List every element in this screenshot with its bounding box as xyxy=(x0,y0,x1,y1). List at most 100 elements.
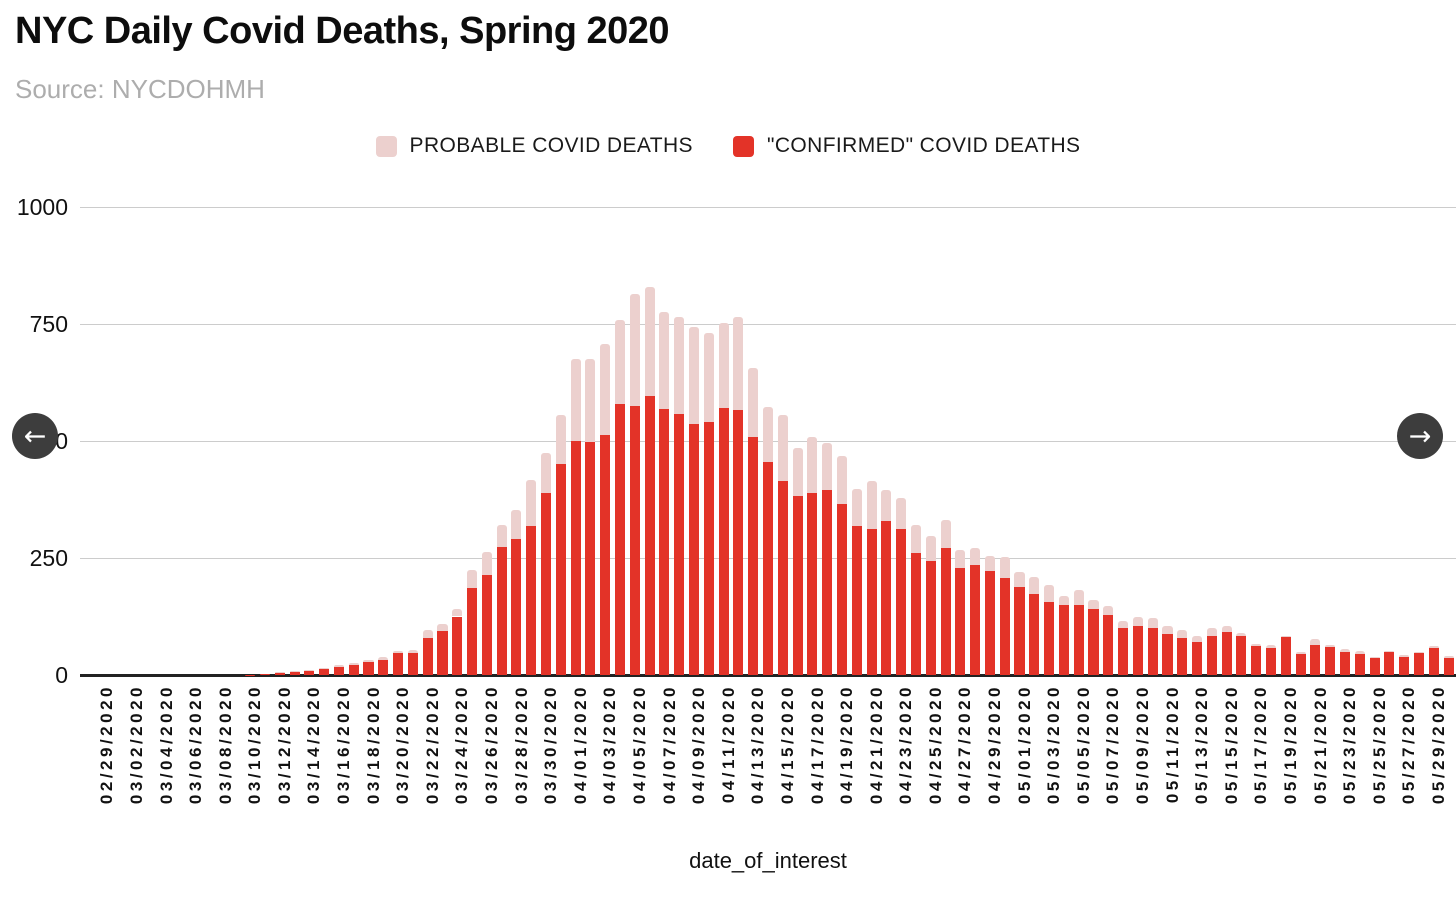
bar-confirmed-03/25/2020 xyxy=(452,616,463,675)
bar-confirmed-04/18/2020 xyxy=(807,493,818,675)
bar-confirmed-05/08/2020 xyxy=(1103,615,1114,675)
bar-probable-04/29/2020 xyxy=(970,547,981,565)
bar-confirmed-03/15/2020 xyxy=(304,670,315,675)
bar-probable-04/23/2020 xyxy=(881,490,892,521)
x-tick-label: 04/21/2020 xyxy=(866,684,886,805)
bar-probable-05/18/2020 xyxy=(1251,644,1262,646)
bar-probable-03/22/2020 xyxy=(407,650,418,654)
bar-probable-04/19/2020 xyxy=(822,443,833,491)
bar-probable-03/16/2020 xyxy=(319,667,330,669)
bar-confirmed-03/12/2020 xyxy=(259,674,270,675)
bar-confirmed-05/15/2020 xyxy=(1206,636,1217,675)
x-tick-label: 04/15/2020 xyxy=(778,684,797,805)
bar-probable-04/20/2020 xyxy=(836,456,847,505)
bar-probable-04/24/2020 xyxy=(896,497,907,530)
legend-swatch-confirmed-icon xyxy=(732,135,754,157)
bar-probable-04/10/2020 xyxy=(688,326,700,425)
page-title: NYC Daily Covid Deaths, Spring 2020 xyxy=(15,10,670,52)
x-tick-label: 03/22/2020 xyxy=(422,684,442,805)
bar-probable-04/05/2020 xyxy=(615,319,626,405)
bar-probable-04/07/2020 xyxy=(644,287,655,397)
bar-confirmed-04/16/2020 xyxy=(777,481,788,675)
bar-confirmed-05/29/2020 xyxy=(1413,653,1425,675)
bar-probable-03/20/2020 xyxy=(378,656,389,660)
bar-confirmed-05/03/2020 xyxy=(1029,593,1040,675)
bar-probable-05/07/2020 xyxy=(1088,600,1099,609)
x-tick-label: 04/09/2020 xyxy=(689,684,709,805)
bar-probable-04/09/2020 xyxy=(674,316,685,414)
bar-confirmed-05/19/2020 xyxy=(1266,647,1277,675)
bar-probable-04/06/2020 xyxy=(629,293,640,406)
x-tick-label: 03/10/2020 xyxy=(245,684,265,805)
bar-probable-05/28/2020 xyxy=(1399,654,1410,657)
bar-confirmed-05/01/2020 xyxy=(999,577,1010,675)
x-tick-label: 03/26/2020 xyxy=(482,684,502,805)
x-tick-label: 04/11/2020 xyxy=(718,684,738,804)
bar-confirmed-05/31/2020 xyxy=(1443,657,1454,675)
x-tick-label: 05/15/2020 xyxy=(1221,684,1241,805)
x-tick-label: 04/01/2020 xyxy=(570,684,590,805)
bar-probable-04/08/2020 xyxy=(659,311,670,410)
x-tick-label: 04/25/2020 xyxy=(925,684,945,805)
x-tick-label: 04/07/2020 xyxy=(659,684,679,805)
bar-confirmed-05/10/2020 xyxy=(1132,625,1143,675)
source-label: Source: NYCDOHMH xyxy=(15,74,265,104)
bar-confirmed-05/05/2020 xyxy=(1058,604,1069,675)
x-tick-label: 05/09/2020 xyxy=(1133,684,1153,805)
x-tick-label: 04/27/2020 xyxy=(955,684,975,805)
bar-confirmed-05/13/2020 xyxy=(1177,637,1188,675)
bar-confirmed-05/27/2020 xyxy=(1384,651,1395,675)
bar-confirmed-03/14/2020 xyxy=(289,672,300,675)
bar-probable-05/13/2020 xyxy=(1177,630,1188,638)
bar-confirmed-04/20/2020 xyxy=(836,504,847,675)
bar-probable-03/19/2020 xyxy=(363,660,374,662)
bar-confirmed-05/26/2020 xyxy=(1369,657,1380,675)
x-tick-label: 04/29/2020 xyxy=(985,684,1005,805)
gridline xyxy=(80,207,1456,208)
bar-confirmed-05/14/2020 xyxy=(1192,641,1203,675)
legend-swatch-probable-icon xyxy=(375,135,397,157)
chart-legend: PROBABLE COVID DEATHS "CONFIRMED" COVID … xyxy=(0,134,1456,158)
bar-probable-05/03/2020 xyxy=(1029,577,1040,594)
bar-confirmed-03/30/2020 xyxy=(526,525,537,675)
x-tick-label: 05/25/2020 xyxy=(1369,684,1389,805)
bar-confirmed-04/19/2020 xyxy=(822,490,833,675)
bar-probable-05/14/2020 xyxy=(1192,635,1203,642)
bar-probable-05/26/2020 xyxy=(1369,656,1380,658)
bar-probable-04/26/2020 xyxy=(925,536,936,561)
bar-confirmed-05/23/2020 xyxy=(1325,647,1336,675)
x-tick-label: 04/23/2020 xyxy=(896,684,916,805)
carousel-prev-button[interactable]: ← xyxy=(12,413,58,459)
bar-probable-04/12/2020 xyxy=(718,322,729,408)
bar-probable-05/20/2020 xyxy=(1280,636,1291,638)
bar-confirmed-03/16/2020 xyxy=(319,668,330,675)
bar-probable-03/27/2020 xyxy=(481,551,492,575)
bar-confirmed-04/27/2020 xyxy=(940,548,951,675)
y-tick-label: 1000 xyxy=(16,194,68,220)
bar-confirmed-03/22/2020 xyxy=(407,653,418,675)
bar-probable-03/15/2020 xyxy=(304,669,315,671)
carousel-next-button[interactable]: → xyxy=(1397,413,1443,459)
bar-confirmed-05/09/2020 xyxy=(1118,628,1129,675)
bar-confirmed-04/06/2020 xyxy=(629,405,640,675)
bar-confirmed-04/03/2020 xyxy=(585,442,596,675)
x-axis-title: date_of_interest xyxy=(689,848,847,873)
x-tick-label: 05/01/2020 xyxy=(1014,684,1034,805)
bar-confirmed-03/26/2020 xyxy=(467,588,478,675)
bar-confirmed-04/25/2020 xyxy=(910,552,921,675)
bar-probable-05/30/2020 xyxy=(1428,645,1439,649)
bar-probable-05/19/2020 xyxy=(1266,645,1277,648)
bar-confirmed-04/05/2020 xyxy=(615,404,626,675)
x-tick-label: 05/29/2020 xyxy=(1429,684,1449,805)
bar-confirmed-05/24/2020 xyxy=(1340,651,1351,675)
bar-confirmed-05/30/2020 xyxy=(1428,648,1439,675)
bar-confirmed-04/23/2020 xyxy=(881,520,892,675)
x-tick-label: 04/05/2020 xyxy=(630,684,650,805)
bar-probable-04/16/2020 xyxy=(777,414,788,482)
bar-confirmed-04/24/2020 xyxy=(896,529,907,675)
bar-confirmed-03/27/2020 xyxy=(481,574,492,675)
bar-probable-05/15/2020 xyxy=(1206,627,1217,637)
x-tick-label: 05/23/2020 xyxy=(1340,684,1360,805)
x-tick-label: 05/07/2020 xyxy=(1103,684,1123,805)
